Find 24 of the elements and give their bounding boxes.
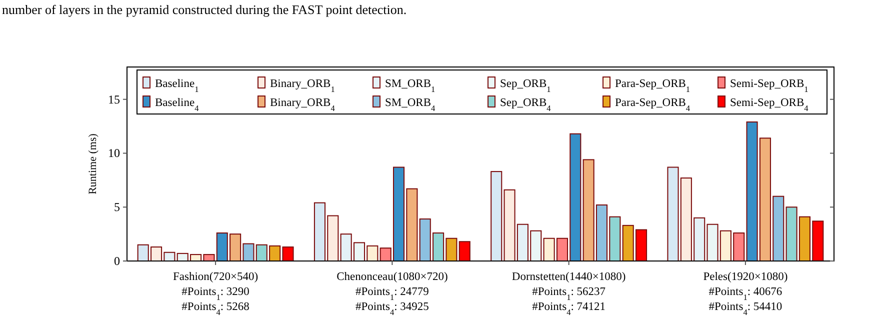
x-tick-label: Dornstetten(1440×1080) #Points$_{1}$: 56237 #Points$_{4}$: 74121 (512, 271, 626, 316)
legend-label: Binary_ORB$_{4}$ (270, 97, 335, 112)
legend-label: SM_ORB$_{1}$ (385, 78, 436, 94)
text: number of layers in the pyramid constructed during the FAST point detection. (2, 2, 407, 17)
legend-label: SM_ORB$_{4}$ (385, 97, 436, 112)
bar (458, 241, 470, 262)
legend-label: Binary_ORB$_{1}$ (270, 78, 335, 94)
y-tick-label: 5 (114, 200, 120, 214)
x-tick-label: Fashion(720×540) #Points$_{1}$: 3290 #Points$_{4}$: 5268 (173, 271, 258, 316)
y-tick-label: 0 (114, 254, 120, 268)
legend-label: Para-Sep_ORB$_{4}$ (615, 97, 690, 112)
legend-label: Semi-Sep_ORB$_{1}$ (730, 78, 808, 94)
y-axis-title: Runtime (ms) (87, 133, 99, 194)
legend-label: Semi-Sep_ORB$_{4}$ (730, 97, 808, 112)
bar (490, 171, 502, 262)
y-tick-label: 10 (108, 146, 120, 160)
legend-label: Para-Sep_ORB$_{1}$ (615, 78, 690, 94)
y-tick-label: 15 (108, 92, 120, 106)
legend-label: Sep_ORB$_{4}$ (500, 97, 551, 112)
x-tick-label: Peles(1920×1080) #Points$_{1}$: 40676 #Points$_{4}$: 54410 (703, 271, 788, 316)
legend-label: Baseline$_{4}$ (155, 97, 199, 112)
legend-label: Baseline$_{1}$ (155, 78, 199, 94)
legend-label: Sep_ORB$_{1}$ (500, 78, 551, 94)
x-tick-label: Chenonceau(1080×720) #Points$_{1}$: 24779 #Points$_{4}$: 34925 (336, 271, 448, 316)
